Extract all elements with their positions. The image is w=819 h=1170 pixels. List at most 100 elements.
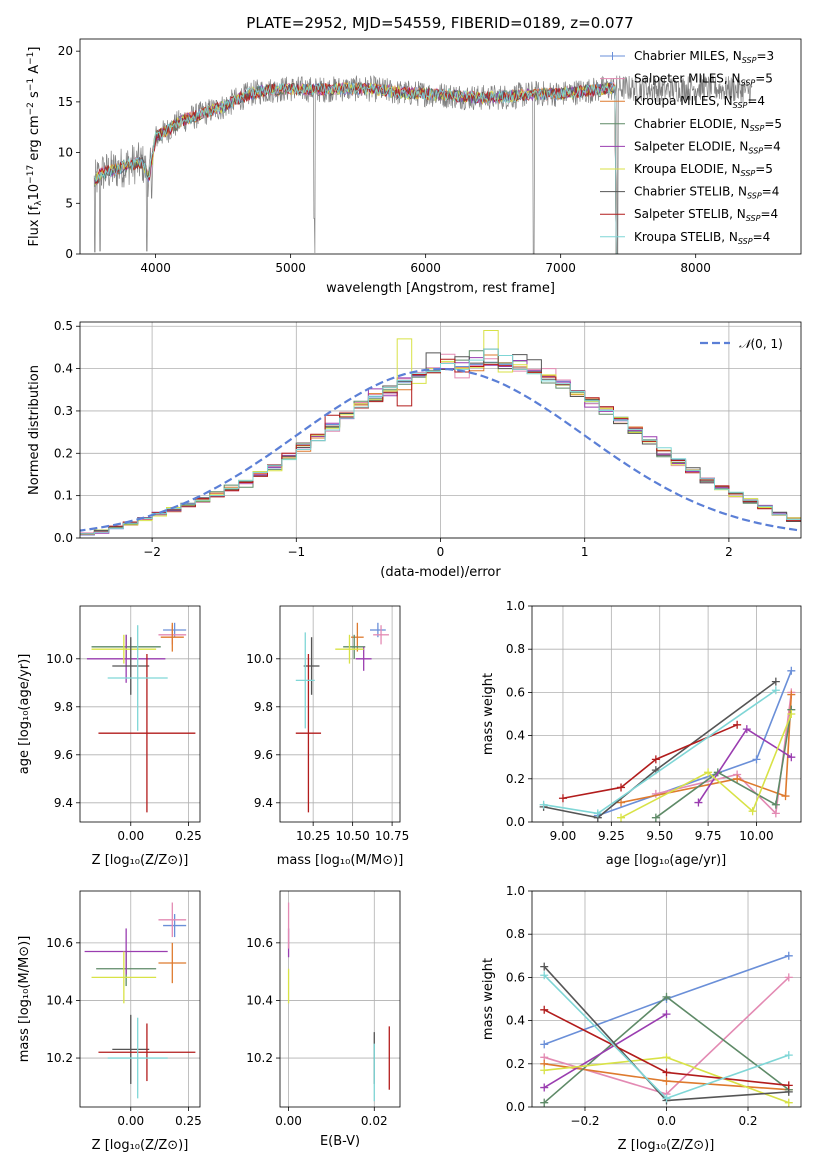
errorbar-point bbox=[303, 637, 320, 695]
weight-marker bbox=[662, 992, 671, 1001]
x-axis-label: mass [log₁₀(M/M⊙)] bbox=[277, 853, 404, 868]
x-tick-label: 9.50 bbox=[646, 829, 673, 843]
x-tick-label: 10.75 bbox=[375, 829, 409, 843]
sub: SSP bbox=[741, 79, 756, 88]
x-tick-label: 0 bbox=[437, 545, 445, 559]
x-tick-label: 10.00 bbox=[739, 829, 773, 843]
x-tick-label: 0.00 bbox=[117, 829, 144, 843]
txt: =4 bbox=[753, 230, 771, 244]
y-tick-label: 0 bbox=[65, 247, 73, 261]
legend-label: 𝒩(0, 1) bbox=[739, 337, 783, 351]
weight-marker bbox=[540, 1066, 549, 1075]
weight-marker bbox=[742, 725, 751, 734]
y-axis-label: Flux [fλ10−17 erg cm−2 s−1 A−1] bbox=[26, 47, 44, 247]
y-tick-label: 0.1 bbox=[54, 489, 73, 503]
errorbar-point bbox=[91, 634, 157, 664]
mass-vs-extinction-axes: 0.00 0.02 10.2 10.4 10.6 E(B-V) bbox=[246, 890, 401, 1149]
txt: =4 bbox=[763, 139, 781, 153]
plot-area bbox=[84, 902, 196, 1099]
weight-line bbox=[655, 692, 793, 816]
weight-marker bbox=[617, 798, 626, 807]
weight-marker bbox=[787, 666, 796, 675]
sub: SSP bbox=[750, 124, 765, 133]
x-tick-label: 0.25 bbox=[175, 829, 202, 843]
weight-marker bbox=[771, 686, 780, 695]
sub: SSP bbox=[748, 146, 763, 155]
y-tick-label: 10.0 bbox=[246, 652, 273, 666]
y-tick-label: 0.0 bbox=[54, 531, 73, 545]
x-axis-label: age [log₁₀(age/yr)] bbox=[606, 853, 727, 868]
txt: ] bbox=[27, 47, 42, 52]
legend-label: Kroupa MILES, NSSP=4 bbox=[634, 94, 765, 110]
y-tick-label: 0.5 bbox=[54, 319, 73, 333]
weight-marker bbox=[540, 1005, 549, 1014]
x-tick-label: 1 bbox=[581, 545, 589, 559]
model-spectrum-line bbox=[94, 81, 619, 254]
sub: λ bbox=[34, 200, 44, 206]
txt: s bbox=[27, 91, 42, 102]
legend-label: Kroupa ELODIE, NSSP=5 bbox=[634, 162, 773, 178]
x-tick-label: 0.02 bbox=[361, 1114, 388, 1128]
y-tick-label: 0.8 bbox=[506, 927, 525, 941]
axes-frame bbox=[79, 321, 802, 539]
weight-marker bbox=[662, 1053, 671, 1062]
y-tick-label: 9.6 bbox=[54, 748, 73, 762]
weight-marker bbox=[733, 774, 742, 783]
txt: erg cm bbox=[27, 115, 42, 164]
weight-marker bbox=[540, 971, 549, 980]
weight-marker bbox=[784, 1081, 793, 1090]
weight-marker bbox=[784, 1051, 793, 1060]
x-tick-label: 4000 bbox=[140, 261, 171, 275]
errorbar-point bbox=[98, 654, 196, 813]
errorbar-point bbox=[160, 622, 184, 652]
weight-line bbox=[620, 694, 793, 804]
weight-line bbox=[562, 724, 738, 800]
x-tick-label: 0.2 bbox=[738, 1114, 757, 1128]
model-spectrum-line bbox=[94, 81, 619, 254]
weight-marker bbox=[771, 677, 780, 686]
y-tick-label: 9.6 bbox=[254, 748, 273, 762]
model-spectrum-line bbox=[94, 82, 619, 254]
model-spectrum-line bbox=[94, 82, 619, 254]
y-tick-label: 15 bbox=[58, 95, 73, 109]
errorbar-point bbox=[91, 951, 157, 1004]
sup: −1 bbox=[26, 78, 36, 91]
y-tick-label: 10 bbox=[58, 146, 73, 160]
y-tick-label: 0.2 bbox=[506, 772, 525, 786]
sub: SSP bbox=[738, 237, 753, 246]
weight-marker bbox=[748, 807, 757, 816]
weight-marker bbox=[617, 783, 626, 792]
x-tick-label: 0.25 bbox=[175, 1114, 202, 1128]
axes-frame bbox=[531, 605, 802, 823]
legend-label: Chabrier STELIB, NSSP=4 bbox=[634, 185, 779, 201]
errorbar-point bbox=[373, 625, 389, 645]
y-tick-label: 5 bbox=[65, 196, 73, 210]
y-tick-label: 10.4 bbox=[246, 993, 273, 1007]
weight-marker bbox=[662, 1094, 671, 1103]
errorbar-point bbox=[107, 1017, 168, 1099]
errorbar-point bbox=[295, 654, 322, 813]
weight-marker bbox=[784, 951, 793, 960]
weight-marker bbox=[662, 1010, 671, 1019]
weight-marker bbox=[694, 798, 703, 807]
y-tick-label: 0.6 bbox=[506, 685, 525, 699]
txt: =5 bbox=[755, 162, 773, 176]
weight-marker bbox=[558, 794, 567, 803]
plot-area bbox=[540, 951, 793, 1107]
x-tick-label: 0.0 bbox=[657, 1114, 676, 1128]
weight-marker bbox=[651, 813, 660, 822]
y-tick-label: 0.8 bbox=[506, 642, 525, 656]
sub: SSP bbox=[733, 101, 748, 110]
txt: =4 bbox=[747, 94, 765, 108]
y-tick-label: 10.2 bbox=[46, 1051, 73, 1065]
txt: =4 bbox=[762, 185, 780, 199]
x-tick-label: 6000 bbox=[410, 261, 441, 275]
y-tick-label: 0.0 bbox=[506, 1100, 525, 1114]
x-tick-label: 9.75 bbox=[695, 829, 722, 843]
legend-label: Chabrier MILES, NSSP=3 bbox=[634, 49, 774, 65]
errorbar-point bbox=[112, 637, 150, 695]
y-tick-label: 0.0 bbox=[506, 815, 525, 829]
residual-histogram-axes: −2 −1 0 1 2 0.0 0.1 0.2 0.3 0.4 0.5 (data-model)/er… bbox=[27, 319, 802, 580]
normal-curve bbox=[80, 367, 801, 532]
